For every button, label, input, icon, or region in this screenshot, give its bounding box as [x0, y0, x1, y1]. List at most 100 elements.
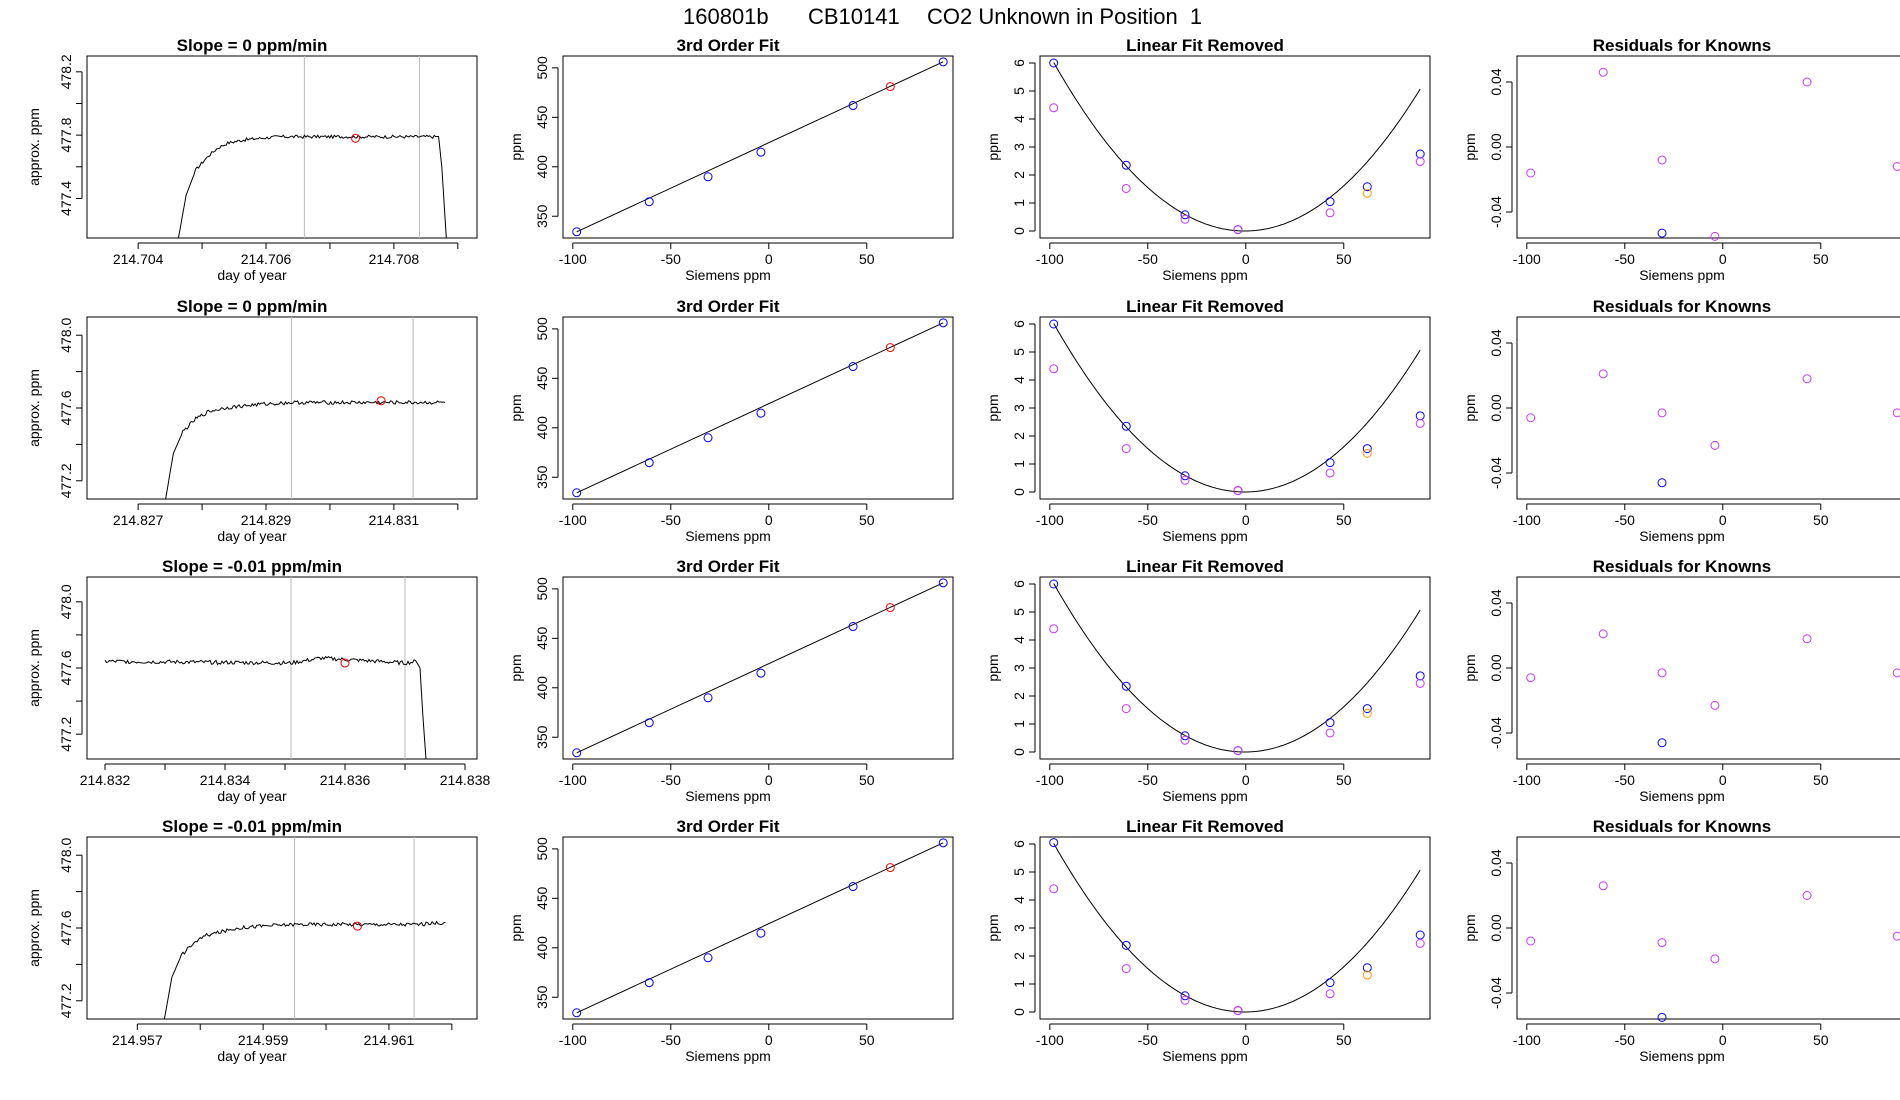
data-point: [1180, 991, 1190, 1001]
y-tick-label: 0: [1011, 748, 1027, 756]
x-tick-label: 0: [1719, 772, 1727, 788]
data-point: [938, 838, 948, 848]
data-point: [1121, 964, 1131, 974]
data-point: [1121, 421, 1131, 431]
y-tick-label: 400: [534, 936, 550, 960]
x-tick-label: -100: [1513, 772, 1541, 788]
panel-r2-c4: Residuals for Knowns -100 -50 0 50 Siemens pp…: [1450, 293, 1900, 553]
y-tick-label: 3: [1011, 404, 1027, 412]
y-tick-label: 477.2: [58, 463, 74, 498]
data-point: [644, 197, 654, 207]
panel-r1-c4: Residuals for Knowns -100 -50 0 50 Siemens pp…: [1450, 32, 1900, 292]
y-tick-label: 478.0: [58, 317, 74, 352]
concentration-trace: [163, 920, 446, 1019]
fit-curve: [1053, 583, 1421, 753]
data-point: [1657, 155, 1667, 165]
y-tick-label: 477.6: [58, 650, 74, 685]
y-tick-label: 500: [534, 837, 550, 861]
x-tick-label: -100: [1036, 512, 1064, 528]
data-point: [848, 362, 858, 372]
data-point: [1049, 319, 1059, 329]
panel-title: Slope = -0.01 ppm/min: [162, 817, 342, 836]
y-axis-label: ppm: [1462, 133, 1478, 160]
mean-marker: [352, 921, 362, 931]
x-axis-label: Siemens ppm: [1162, 788, 1248, 804]
data-point: [1526, 936, 1536, 946]
x-tick-label: 50: [1813, 1032, 1829, 1048]
y-tick-label: 477.8: [58, 117, 74, 152]
y-tick-label: 478.0: [58, 837, 74, 872]
y-axis-label: approx. ppm: [26, 889, 42, 967]
y-tick-label: 4: [1011, 376, 1027, 384]
data-point: [1121, 183, 1131, 193]
y-tick-label: 1: [1011, 460, 1027, 468]
y-tick-label: 4: [1011, 115, 1027, 123]
y-tick-label: 0: [1011, 227, 1027, 235]
x-tick-label: -50: [661, 772, 681, 788]
x-tick-label: 0: [1719, 512, 1727, 528]
data-point: [1049, 579, 1059, 589]
y-tick-label: 1: [1011, 720, 1027, 728]
x-tick-label: -50: [1138, 772, 1158, 788]
y-tick-label: 450: [534, 366, 550, 390]
x-tick-label: 0: [1242, 772, 1250, 788]
y-axis-label: ppm: [508, 394, 524, 421]
data-point: [703, 693, 713, 703]
y-tick-label: 5: [1011, 868, 1027, 876]
y-tick-label: 0.00: [1488, 394, 1504, 421]
x-axis-label: Siemens ppm: [1162, 528, 1248, 544]
data-point: [848, 101, 858, 111]
x-tick-label: -100: [1513, 512, 1541, 528]
y-tick-label: 5: [1011, 608, 1027, 616]
x-tick-label: 0: [1242, 512, 1250, 528]
data-point: [1362, 188, 1372, 198]
data-point: [703, 433, 713, 443]
data-point: [756, 668, 766, 678]
data-point: [1325, 208, 1335, 218]
y-axis-label: ppm: [985, 654, 1001, 681]
panel-r2-c1: Slope = 0 ppm/min 214.827 214.829 214.831 da…: [20, 293, 495, 553]
data-point: [1325, 989, 1335, 999]
y-tick-label: 2: [1011, 432, 1027, 440]
x-tick-label: -50: [1615, 1032, 1635, 1048]
data-point: [938, 578, 948, 588]
x-tick-label: 0: [765, 251, 773, 267]
y-tick-label: 0.04: [1488, 68, 1504, 95]
panel-r3-c2: 3rd Order Fit -100 -50 0 50 Siemens ppm 350 400…: [496, 553, 971, 813]
data-point: [885, 82, 895, 92]
chart-r3-c4: Residuals for Knowns -100 -50 0 50 Siemens pp…: [1462, 557, 1900, 804]
plot-frame: [1516, 55, 1900, 239]
chart-r4-c4: Residuals for Knowns -100 -50 0 50 Siemens pp…: [1462, 817, 1900, 1064]
data-point: [1415, 149, 1425, 159]
y-tick-label: 450: [534, 105, 550, 129]
y-axis-label: ppm: [985, 914, 1001, 941]
panel-r4-c1: Slope = -0.01 ppm/min 214.957 214.959 214.9…: [20, 813, 495, 1073]
data-point: [1049, 884, 1059, 894]
x-tick-label: 50: [1336, 251, 1352, 267]
data-point: [1657, 1012, 1667, 1022]
x-tick-label: -50: [661, 512, 681, 528]
x-tick-label: 50: [1336, 512, 1352, 528]
y-tick-label: 0.04: [1488, 329, 1504, 356]
data-point: [1526, 673, 1536, 683]
data-point: [1415, 418, 1425, 428]
data-point: [1180, 214, 1190, 224]
plot-frame: [562, 55, 954, 239]
chart-r1-c2: 3rd Order Fit -100 -50 0 50 Siemens ppm 350 400…: [508, 36, 954, 283]
panel-title: Linear Fit Removed: [1126, 297, 1284, 316]
x-tick-label: 50: [1336, 772, 1352, 788]
data-point: [1121, 160, 1131, 170]
data-point: [1657, 938, 1667, 948]
panel-title: Residuals for Knowns: [1593, 557, 1772, 576]
data-point: [1325, 468, 1335, 478]
data-point: [1802, 374, 1812, 384]
data-point: [1598, 629, 1608, 639]
data-point: [1233, 225, 1243, 235]
data-point: [848, 622, 858, 632]
data-point: [1802, 77, 1812, 87]
x-tick-label: -100: [559, 251, 587, 267]
y-tick-label: 477.2: [58, 983, 74, 1018]
panel-title: 3rd Order Fit: [677, 297, 780, 316]
panel-title: Residuals for Knowns: [1593, 817, 1772, 836]
